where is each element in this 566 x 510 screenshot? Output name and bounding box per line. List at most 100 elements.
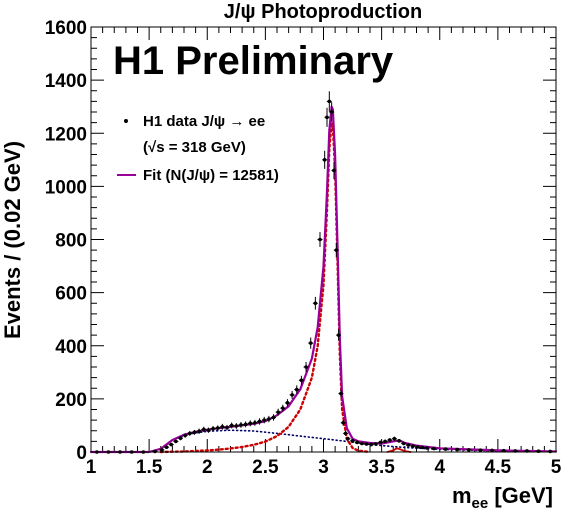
data-point [324,107,330,127]
tick-labels: 1 1.5 2 2.5 3 3.5 4 4.5 5 0 200 400 600 800 1000 1200 14… [45,18,562,478]
data-marker [383,439,387,444]
data-marker [197,429,201,434]
y-tick-label: 1200 [45,124,87,145]
data-marker [336,333,341,337]
data-marker [211,426,215,431]
data-point [294,385,300,394]
legend: H1 data J/ψ → ee (√s = 318 GeV) Fit (N(J… [117,113,279,184]
x-tick-label: 4.5 [485,457,512,478]
data-point [210,425,216,432]
data-marker [325,115,329,120]
data-marker [206,428,211,433]
data-marker [174,439,178,444]
data-point [187,431,193,436]
data-point [243,421,249,428]
y-tick-label: 0 [76,443,87,464]
data-point [336,329,342,341]
data-marker [374,442,378,446]
data-marker [308,341,313,345]
data-point [173,439,179,444]
data-marker [339,391,343,396]
data-marker [369,442,373,447]
data-marker [225,425,229,430]
data-point [415,445,421,449]
data-marker [192,430,197,435]
data-point [219,423,225,430]
y-tick-label: 1400 [45,71,87,92]
x-tick-label: 1 [86,457,97,478]
plot-frame [90,26,557,453]
x-tick-label: 2.5 [252,457,279,478]
y-tick-label: 1000 [45,177,87,198]
data-point [326,91,332,112]
data-marker [364,442,369,446]
data-point [280,404,286,412]
data-point [201,426,207,433]
x-axis-title-unit: [GeV] [488,483,553,508]
chart-title: J/ψ Photoproduction [224,1,422,23]
legend-fit-label: Fit (N(J/ψ) = 12581) [143,167,279,184]
legend-data-label: H1 data J/ψ → ee [143,113,265,130]
y-tick-label: 800 [55,231,87,252]
data-marker [341,420,346,425]
data-marker [183,433,187,438]
data-marker [490,448,494,453]
data-point [252,419,258,426]
data-point [205,427,211,433]
data-marker [271,415,276,420]
data-marker [290,393,294,397]
data-marker [355,440,360,445]
data-marker [257,419,262,424]
data-marker [188,431,192,436]
data-point [345,436,351,441]
data-marker [387,438,392,442]
data-marker [153,449,157,454]
data-point [454,447,460,452]
data-point [298,375,304,385]
data-point [233,423,239,429]
data-point [168,442,174,447]
data-marker [392,436,397,441]
data-marker [432,446,436,451]
data-marker [343,431,348,436]
data-point [191,429,197,435]
data-point [182,433,188,438]
data-marker [411,444,415,448]
data-point [178,436,184,441]
data-point [329,102,335,122]
data-point [489,448,495,453]
data-marker [313,301,318,306]
data-point [238,421,244,428]
x-tick-label: 5 [551,457,562,478]
data-point [466,448,472,452]
data-point [410,444,416,448]
data-point [215,425,221,431]
data-point [364,442,370,446]
data-points [94,91,553,454]
data-point [424,446,430,450]
x-tick-label: 3.5 [368,457,395,478]
data-point [257,418,263,425]
data-point [373,442,379,446]
signal-curve [159,121,372,454]
data-point [387,438,393,442]
data-point [289,390,295,399]
data-marker [327,99,332,104]
data-marker [164,445,169,450]
axis-ticks [90,26,557,453]
x-tick-label: 3 [318,457,329,478]
data-marker [294,387,299,392]
psi2s-curve [386,447,412,453]
data-point [331,161,337,180]
data-marker [467,448,471,452]
data-point [317,232,323,247]
data-marker [160,448,164,452]
data-point [477,448,483,452]
data-marker [262,418,267,422]
y-tick-label: 400 [55,337,87,358]
y-axis-title: Events / (0.02 GeV) [0,141,25,339]
data-marker [350,439,355,443]
data-marker [229,423,234,428]
data-marker [281,406,285,410]
